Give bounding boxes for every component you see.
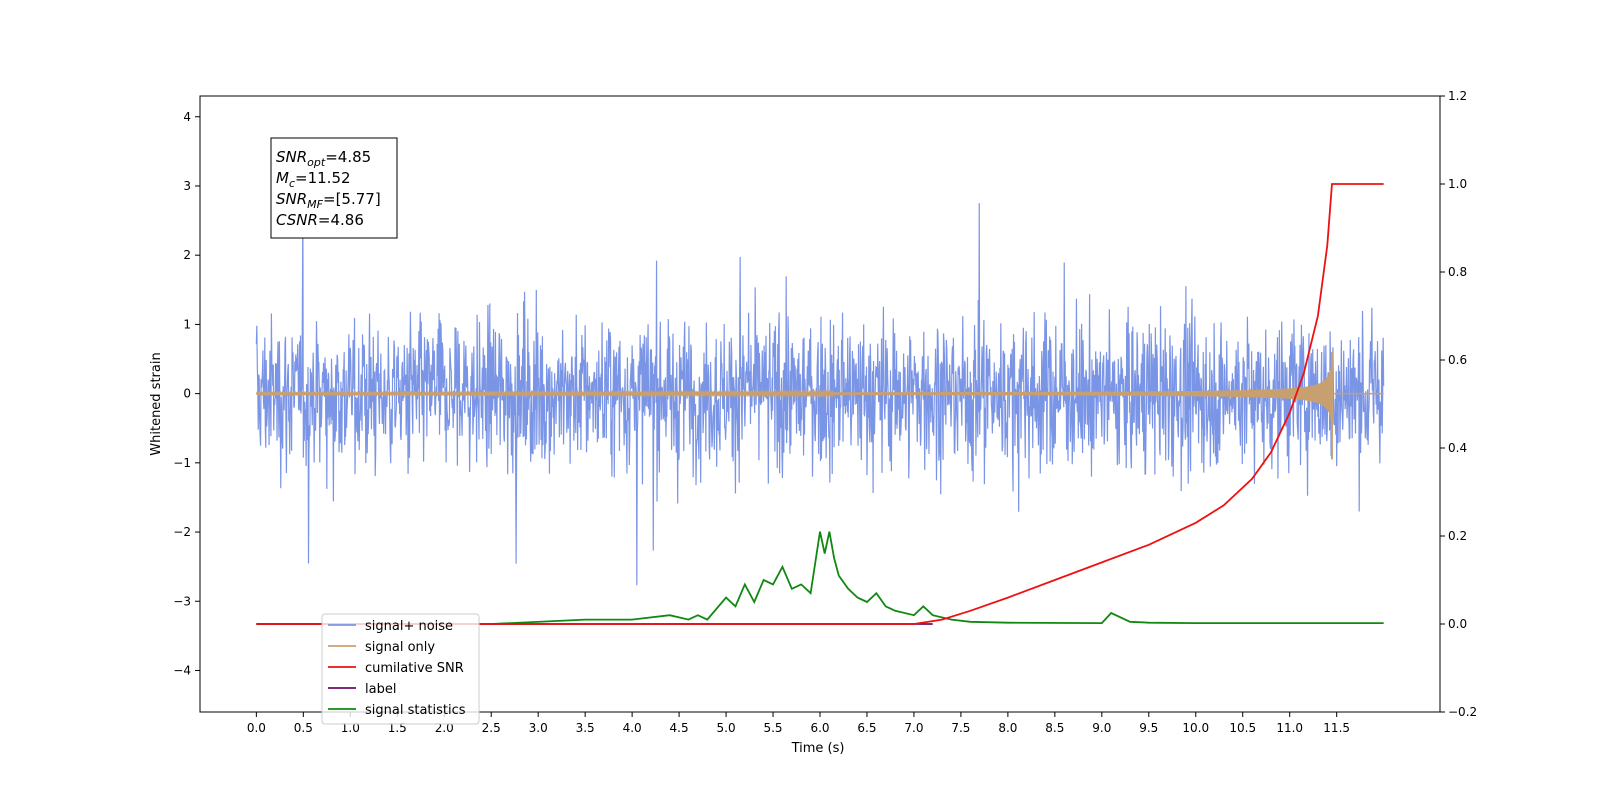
legend-label: cumilative SNR [365, 661, 464, 676]
x-tick-label: 10.5 [1229, 721, 1256, 735]
series-signal-noise-line [255, 203, 1385, 586]
series-cumulative-snr-line [256, 183, 1384, 625]
y-axis-right: −0.2 0.0 0.2 0.4 0.6 0.8 1.0 1.2 [1440, 89, 1477, 719]
y-tick-label: −4 [173, 663, 191, 677]
x-tick-label: 10.0 [1182, 721, 1209, 735]
y-tick-label: 4 [183, 110, 191, 124]
y-axis-left: −4 −3 −2 −1 0 1 2 3 4 [173, 110, 200, 677]
y2-tick-label: −0.2 [1448, 705, 1477, 719]
y-tick-label: 0 [183, 387, 191, 401]
x-axis-label: Time (s) [791, 741, 845, 756]
y-tick-label: 3 [183, 179, 191, 193]
series-signal-only-line [255, 362, 1384, 421]
legend: signal+ noise signal only cumilative SNR la… [321, 613, 480, 725]
y2-tick-label: 0.0 [1448, 617, 1467, 631]
y2-tick-label: 0.8 [1448, 265, 1467, 279]
y2-tick-label: 1.2 [1448, 89, 1467, 103]
x-tick-label: 3.5 [576, 721, 595, 735]
x-tick-label: 8.0 [998, 721, 1017, 735]
series-signal-statistics-line [256, 531, 1384, 625]
legend-label: signal statistics [365, 703, 466, 718]
annotation-box [270, 137, 398, 239]
x-tick-label: 3.0 [529, 721, 548, 735]
y-tick-label: −1 [173, 456, 191, 470]
x-tick-label: 6.5 [857, 721, 876, 735]
annotation-line: SNRopt=4.85 [276, 148, 371, 169]
x-tick-label: 4.5 [670, 721, 689, 735]
x-tick-label: 0.5 [294, 721, 313, 735]
y-axis-label: Whitened strain [149, 352, 164, 455]
x-tick-label: 8.5 [1045, 721, 1064, 735]
y-tick-label: 2 [183, 248, 191, 262]
legend-label: signal only [365, 640, 435, 655]
y2-tick-label: 0.6 [1448, 353, 1467, 367]
y-tick-label: −3 [173, 594, 191, 608]
x-tick-label: 0.0 [247, 721, 266, 735]
x-tick-label: 7.0 [904, 721, 923, 735]
x-tick-label: 2.5 [482, 721, 501, 735]
y2-tick-label: 0.2 [1448, 529, 1467, 543]
annotation-line: SNRMF=[5.77] [276, 190, 381, 211]
y-tick-label: −2 [173, 525, 191, 539]
x-tick-label: 9.0 [1092, 721, 1111, 735]
y-tick-label: 1 [183, 317, 191, 331]
legend-label: label [365, 682, 396, 697]
plot-area [199, 95, 1441, 713]
legend-label: signal+ noise [365, 619, 453, 634]
x-tick-label: 5.5 [763, 721, 782, 735]
y2-tick-label: 0.4 [1448, 441, 1467, 455]
x-tick-label: 11.5 [1323, 721, 1350, 735]
annotation-line: Mc=11.52 [276, 169, 351, 190]
y2-tick-label: 1.0 [1448, 177, 1467, 191]
x-tick-label: 4.0 [623, 721, 642, 735]
annotation-line: CSNR=4.86 [276, 211, 364, 229]
x-tick-label: 7.5 [951, 721, 970, 735]
x-tick-label: 5.0 [717, 721, 736, 735]
legend-box [321, 613, 480, 725]
x-tick-label: 9.5 [1139, 721, 1158, 735]
x-tick-label: 6.0 [810, 721, 829, 735]
x-tick-label: 11.0 [1276, 721, 1303, 735]
